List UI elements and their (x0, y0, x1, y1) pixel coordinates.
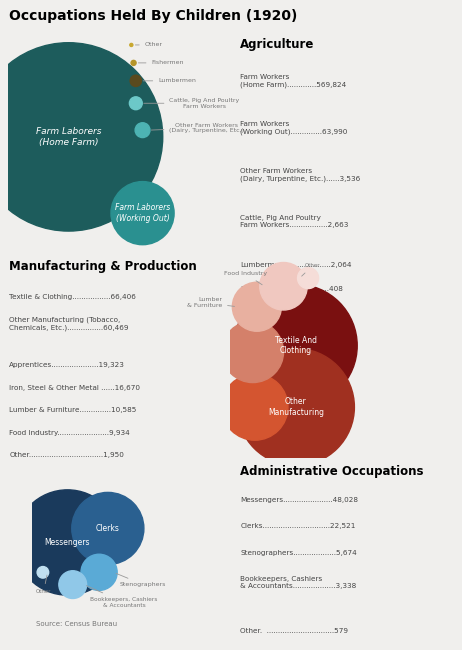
Text: Agriculture: Agriculture (240, 38, 315, 51)
Text: Lumber & Furniture..............10,585: Lumber & Furniture..............10,585 (9, 407, 137, 413)
Text: Other
Manufacturing: Other Manufacturing (268, 397, 324, 417)
Text: Other Manufacturing (Tobacco,
Chemicals, Etc.)................60,469: Other Manufacturing (Tobacco, Chemicals,… (9, 317, 129, 331)
Text: Messengers......................48,028: Messengers......................48,028 (240, 497, 358, 503)
Text: Occupations Held By Children (1920): Occupations Held By Children (1920) (9, 9, 298, 23)
Text: Iron, Steel & Other Metal ......16,670: Iron, Steel & Other Metal ......16,670 (9, 385, 140, 391)
Text: Source: Census Bureau: Source: Census Bureau (36, 621, 117, 627)
Text: Farm Laborers
(Home Farm): Farm Laborers (Home Farm) (36, 127, 101, 147)
Circle shape (59, 571, 86, 599)
Text: Iron, Steel
& Other Metal: Iron, Steel & Other Metal (0, 649, 1, 650)
Text: Other Farm Workers
(Dairy, Turpentine, Etc.)......3,536: Other Farm Workers (Dairy, Turpentine, E… (240, 168, 360, 182)
Text: Manufacturing & Production: Manufacturing & Production (9, 259, 197, 272)
Text: Apprentices: Apprentices (0, 649, 1, 650)
Circle shape (0, 43, 163, 231)
Text: Apprentices.....................19,323: Apprentices.....................19,323 (9, 362, 125, 368)
Text: Other..............................152: Other..............................152 (240, 309, 341, 315)
Text: Stenographers...................5,674: Stenographers...................5,674 (240, 549, 357, 556)
Circle shape (135, 123, 150, 138)
Text: Farm Workers
(Working Out)..............63,990: Farm Workers (Working Out)..............… (240, 121, 347, 135)
Text: Textile And
Clothing: Textile And Clothing (275, 336, 317, 356)
Text: Other: Other (36, 575, 51, 594)
Circle shape (131, 60, 136, 66)
Text: Food Industry.......................9,934: Food Industry.......................9,93… (9, 430, 130, 436)
Text: Fishermen: Fishermen (138, 60, 184, 66)
Text: Fishermen.......................408: Fishermen.......................408 (240, 286, 343, 292)
Circle shape (260, 263, 307, 310)
Text: Clerks..............................22,521: Clerks..............................22,5… (240, 523, 356, 529)
Circle shape (234, 284, 357, 407)
Text: Messengers: Messengers (45, 538, 90, 547)
Text: Bookkeepers, Cashiers
& Accountants: Bookkeepers, Cashiers & Accountants (86, 586, 158, 608)
Text: Farm Laborers
(Working Out): Farm Laborers (Working Out) (115, 203, 170, 223)
Circle shape (72, 493, 144, 564)
Circle shape (37, 567, 49, 578)
Text: Lumber
& Furniture: Lumber & Furniture (187, 297, 235, 308)
Text: Lumbermen: Lumbermen (143, 79, 196, 83)
Text: Administrative Occupations: Administrative Occupations (240, 465, 424, 478)
Circle shape (222, 321, 284, 383)
Text: Textile & Clothing.................66,406: Textile & Clothing.................66,40… (9, 294, 136, 300)
Circle shape (298, 268, 319, 289)
Text: Lumbermen.....................2,064: Lumbermen.....................2,064 (240, 263, 352, 268)
Text: Other: Other (135, 42, 163, 47)
Text: Stenographers: Stenographers (116, 573, 166, 587)
Text: Bookkeepers, Cashiers
& Accountants...................3,338: Bookkeepers, Cashiers & Accountants.....… (240, 576, 357, 589)
Circle shape (81, 554, 117, 590)
Circle shape (15, 490, 120, 595)
Text: Other.  ..............................579: Other. ..............................579 (240, 629, 348, 634)
Circle shape (130, 75, 141, 86)
Text: Clerks: Clerks (96, 524, 120, 533)
Circle shape (129, 97, 142, 110)
Text: Other: Other (302, 263, 320, 276)
Text: Other.................................1,950: Other.................................1,… (9, 452, 124, 458)
Circle shape (130, 44, 133, 47)
Text: Other Farm Workers
(Dairy, Turpentine, Etc.): Other Farm Workers (Dairy, Turpentine, E… (151, 122, 244, 133)
Circle shape (111, 181, 174, 244)
Circle shape (222, 374, 288, 440)
Text: Cattle, Pig And Poultry
Farm Workers: Cattle, Pig And Poultry Farm Workers (144, 98, 240, 109)
Text: Farm Workers
(Home Farm).............569,824: Farm Workers (Home Farm).............569… (240, 74, 346, 88)
Circle shape (232, 282, 281, 332)
Text: Food Industry: Food Industry (224, 272, 267, 285)
Circle shape (237, 348, 354, 465)
Text: Cattle, Pig And Poultry
Farm Workers.................2,663: Cattle, Pig And Poultry Farm Workers....… (240, 215, 349, 228)
